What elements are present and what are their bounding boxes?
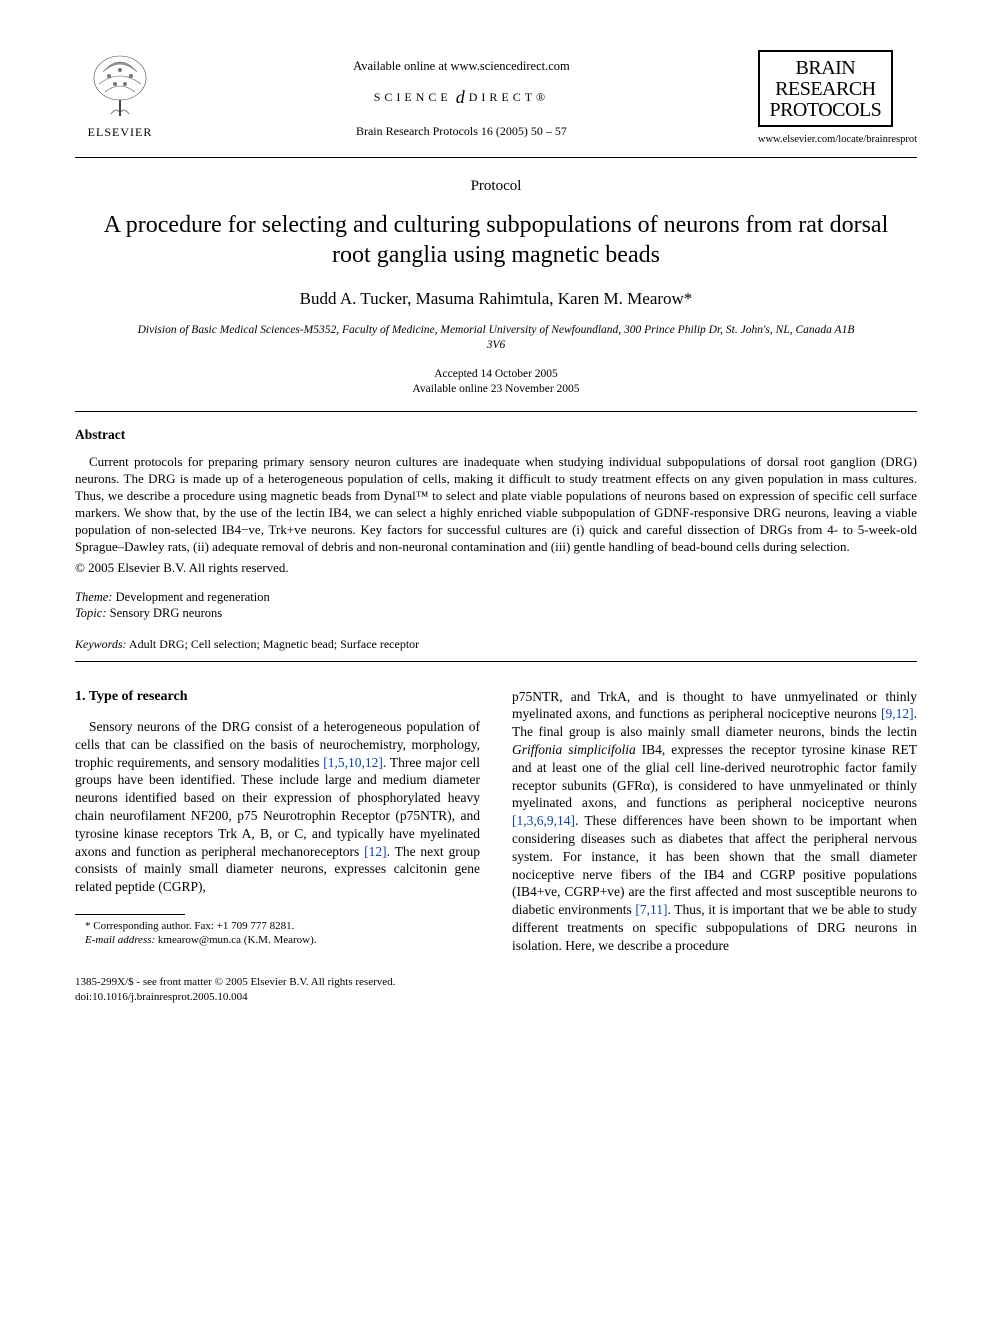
theme-line: Theme: Development and regeneration (75, 589, 917, 606)
body-columns: 1. Type of research Sensory neurons of t… (75, 688, 917, 955)
section-heading: 1. Type of research (75, 688, 480, 706)
abstract-heading: Abstract (75, 426, 917, 444)
journal-logo: BRAIN RESEARCH PROTOCOLS (758, 50, 893, 127)
abstract-text: Current protocols for preparing primary … (75, 454, 917, 555)
ref-link[interactable]: [9,12] (881, 706, 914, 721)
ref-link[interactable]: [1,3,6,9,14] (512, 813, 575, 828)
col2-text-1: p75NTR, and TrkA, and is thought to have… (512, 689, 917, 722)
email-footnote: E-mail address: kmearow@mun.ca (K.M. Mea… (75, 933, 480, 947)
pre-abstract-rule (75, 411, 917, 412)
citation-line: Brain Research Protocols 16 (2005) 50 – … (165, 123, 758, 139)
footer-left: 1385-299X/$ - see front matter © 2005 El… (75, 975, 395, 1005)
keywords-value: Adult DRG; Cell selection; Magnetic bead… (129, 637, 419, 651)
publisher-logo: ELSEVIER (75, 50, 165, 140)
section1-col2-para: p75NTR, and TrkA, and is thought to have… (512, 688, 917, 955)
topic-line: Topic: Sensory DRG neurons (75, 605, 917, 622)
affiliation: Division of Basic Medical Sciences-M5352… (135, 323, 857, 353)
header-center: Available online at www.sciencedirect.co… (165, 50, 758, 139)
journal-url: www.elsevier.com/locate/brainresprot (758, 133, 917, 147)
sciencedirect-left: SCIENCE (374, 89, 452, 105)
sciencedirect-icon: d (456, 85, 465, 109)
article-title: A procedure for selecting and culturing … (85, 210, 907, 270)
ref-link[interactable]: [7,11] (635, 902, 667, 917)
keywords-line: Keywords: Adult DRG; Cell selection; Mag… (75, 636, 917, 652)
online-date: Available online 23 November 2005 (75, 382, 917, 397)
email-value: kmearow@mun.ca (K.M. Mearow). (158, 934, 317, 946)
abstract-body: Current protocols for preparing primary … (75, 454, 917, 576)
journal-block: BRAIN RESEARCH PROTOCOLS www.elsevier.co… (758, 50, 917, 149)
journal-name: BRAIN RESEARCH PROTOCOLS (764, 58, 887, 121)
corresponding-author-note: * Corresponding author. Fax: +1 709 777 … (75, 919, 480, 933)
journal-name-line2: RESEARCH (764, 79, 887, 100)
front-matter-line: 1385-299X/$ - see front matter © 2005 El… (75, 975, 395, 990)
accepted-date: Accepted 14 October 2005 (75, 367, 917, 382)
column-right: p75NTR, and TrkA, and is thought to have… (512, 688, 917, 955)
theme-value: Development and regeneration (116, 590, 270, 604)
sciencedirect-logo: SCIENCE d DIRECT® (165, 85, 758, 109)
section1-col1-para: Sensory neurons of the DRG consist of a … (75, 718, 480, 896)
journal-name-line3: PROTOCOLS (764, 100, 887, 121)
ref-link[interactable]: [1,5,10,12] (323, 755, 383, 770)
theme-label: Theme: (75, 590, 113, 604)
article-type: Protocol (75, 176, 917, 196)
available-online-text: Available online at www.sciencedirect.co… (165, 58, 758, 75)
post-abstract-rule (75, 661, 917, 662)
footer-bar: 1385-299X/$ - see front matter © 2005 El… (75, 975, 917, 1005)
publisher-brand: ELSEVIER (75, 124, 165, 140)
species-name: Griffonia simplicifolia (512, 742, 636, 757)
elsevier-tree-icon (83, 50, 157, 122)
column-left: 1. Type of research Sensory neurons of t… (75, 688, 480, 955)
keywords-label: Keywords: (75, 637, 127, 651)
journal-name-line1: BRAIN (764, 58, 887, 79)
authors: Budd A. Tucker, Masuma Rahimtula, Karen … (75, 288, 917, 311)
sciencedirect-right: DIRECT® (469, 89, 549, 105)
ref-link[interactable]: [12] (364, 844, 387, 859)
doi-line: doi:10.1016/j.brainresprot.2005.10.004 (75, 990, 395, 1005)
email-label: E-mail address: (85, 934, 155, 946)
topic-value: Sensory DRG neurons (110, 606, 223, 620)
dates-block: Accepted 14 October 2005 Available onlin… (75, 367, 917, 397)
topic-label: Topic: (75, 606, 107, 620)
header-row: ELSEVIER Available online at www.science… (75, 50, 917, 149)
header-rule (75, 157, 917, 158)
copyright: © 2005 Elsevier B.V. All rights reserved… (75, 560, 917, 577)
footnote-rule (75, 914, 185, 915)
